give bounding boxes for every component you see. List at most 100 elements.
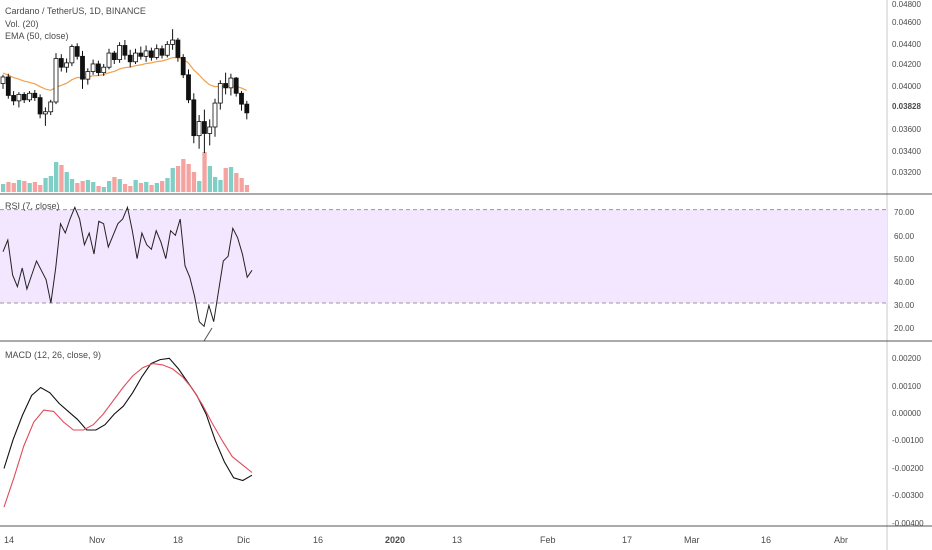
candle-body[interactable] <box>85 71 91 80</box>
price-tick: 0.04400 <box>892 40 921 49</box>
volume-bar <box>213 177 218 192</box>
volume-bar <box>144 182 149 192</box>
macd-tick: -0.00100 <box>892 436 924 445</box>
time-axis[interactable]: 14 Nov 18 Dic 16 2020 13 Feb 17 Mar 16 A… <box>4 535 848 545</box>
candle-body[interactable] <box>212 102 218 128</box>
candle-body[interactable] <box>164 43 170 56</box>
ema-indicator-label[interactable]: EMA (50, close) <box>5 31 69 41</box>
macd-tick: 0.00100 <box>892 382 921 391</box>
volume-bar <box>165 178 170 192</box>
candle-body[interactable] <box>90 63 96 72</box>
time-tick: Dic <box>237 535 250 545</box>
candle-body[interactable] <box>159 48 165 56</box>
volume-bar <box>11 183 16 192</box>
candle-body[interactable] <box>96 63 101 74</box>
macd-line <box>3 357 253 482</box>
macd-axis[interactable]: 0.00200 0.00100 0.00000 -0.00100 -0.0020… <box>892 354 924 528</box>
volume-bar <box>175 166 181 192</box>
candle-body[interactable] <box>148 50 154 58</box>
volume-bar <box>128 186 133 192</box>
volume-bar <box>75 183 80 192</box>
volume-bar <box>122 184 128 192</box>
candle-body[interactable] <box>43 111 48 115</box>
last-price-label: 0.03828 <box>892 102 921 111</box>
candle-body[interactable] <box>32 92 38 99</box>
macd-tick: -0.00200 <box>892 464 924 473</box>
candle-body[interactable] <box>201 121 207 134</box>
candle-body[interactable] <box>196 121 202 137</box>
candle-body[interactable] <box>223 83 229 89</box>
candle-body[interactable] <box>11 95 17 102</box>
rsi-axis[interactable]: 70.00 60.00 50.00 40.00 30.00 20.00 <box>894 208 915 333</box>
candle-body[interactable] <box>186 74 191 101</box>
candle-body[interactable] <box>133 52 138 63</box>
price-tick: 0.03600 <box>892 125 921 134</box>
volume-bar <box>22 181 27 192</box>
candle-body[interactable] <box>69 46 75 64</box>
volume-bar <box>27 183 32 192</box>
candle-body[interactable] <box>111 52 117 60</box>
volume-bar <box>80 181 85 192</box>
candle-body[interactable] <box>74 46 80 57</box>
volume-bar <box>48 176 53 192</box>
symbol-label[interactable]: Cardano / TetherUS, 1D, BINANCE <box>5 6 146 16</box>
candle-body[interactable] <box>138 52 144 57</box>
volume-bars <box>1 152 250 192</box>
volume-indicator-label[interactable]: Vol. (20) <box>5 19 39 29</box>
volume-bar <box>54 162 59 192</box>
candle-body[interactable] <box>127 54 133 63</box>
rsi-band <box>0 209 887 303</box>
price-tick: 0.03200 <box>892 168 921 177</box>
candle-body[interactable] <box>101 66 107 74</box>
candle-body[interactable] <box>143 50 149 57</box>
candle-body[interactable] <box>228 77 234 89</box>
candle-body[interactable] <box>27 92 32 101</box>
candle-body[interactable] <box>122 45 128 56</box>
time-tick: 16 <box>313 535 323 545</box>
macd-tick: -0.00400 <box>892 519 924 528</box>
candle-body[interactable] <box>117 45 122 60</box>
candle-body[interactable] <box>37 97 43 115</box>
candle-body[interactable] <box>239 92 244 105</box>
candle-body[interactable] <box>175 39 181 58</box>
candle-body[interactable] <box>106 52 112 68</box>
time-tick: Feb <box>540 535 556 545</box>
candle-body[interactable] <box>154 48 160 58</box>
macd-indicator-label[interactable]: MACD (12, 26, close, 9) <box>5 350 101 360</box>
volume-bar <box>239 178 244 192</box>
volume-bar <box>101 187 106 192</box>
candle-body[interactable] <box>64 62 69 68</box>
price-axis[interactable]: 0.04800 0.04600 0.04400 0.04200 0.04000 … <box>892 0 921 177</box>
candle-body[interactable] <box>170 39 176 45</box>
time-tick: 16 <box>761 535 771 545</box>
candle-body[interactable] <box>16 93 22 102</box>
candle-body[interactable] <box>244 103 250 114</box>
candle-body[interactable] <box>0 76 6 84</box>
volume-bar <box>244 185 250 192</box>
candle-body[interactable] <box>233 77 239 94</box>
time-tick: 2020 <box>385 535 405 545</box>
candle-body[interactable] <box>217 83 223 104</box>
candles[interactable] <box>0 29 250 154</box>
rsi-indicator-label[interactable]: RSI (7, close) <box>5 201 60 211</box>
corner-settings[interactable] <box>888 527 932 550</box>
macd-tick: -0.00300 <box>892 491 924 500</box>
price-tick: 0.04200 <box>892 60 921 69</box>
candle-body[interactable] <box>21 93 27 101</box>
volume-bar <box>228 167 234 192</box>
candle-body[interactable] <box>207 126 213 134</box>
candle-body[interactable] <box>53 58 59 103</box>
candle-body[interactable] <box>180 57 186 76</box>
volume-bar <box>38 185 43 192</box>
candle-body[interactable] <box>48 101 54 113</box>
candle-body[interactable] <box>5 76 11 96</box>
volume-bar <box>112 177 117 192</box>
volume-bar <box>191 172 197 192</box>
candle-body[interactable] <box>58 58 64 68</box>
volume-bar <box>149 185 154 192</box>
candle-body[interactable] <box>191 99 197 137</box>
volume-bar <box>64 172 69 192</box>
volume-bar <box>117 179 122 192</box>
candle-body[interactable] <box>80 55 85 80</box>
